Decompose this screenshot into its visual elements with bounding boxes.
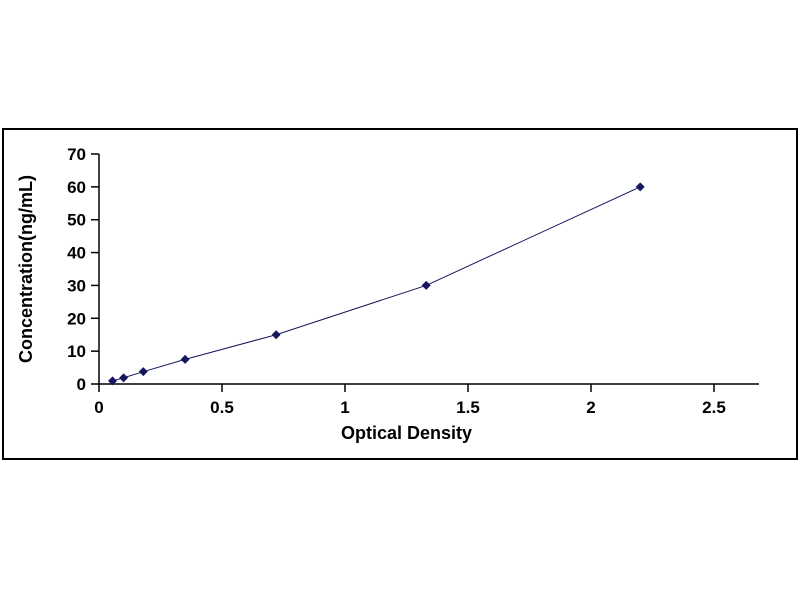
data-point-marker [138, 367, 148, 377]
y-tick-label: 30 [67, 276, 86, 295]
x-tick-label: 1 [340, 398, 349, 417]
data-point-marker [119, 373, 129, 383]
x-axis-title: Optical Density [341, 423, 472, 443]
x-tick-label: 0.5 [210, 398, 234, 417]
y-tick-label: 60 [67, 178, 86, 197]
data-point-marker [635, 182, 645, 192]
chart-frame: 0 10 20 30 40 50 60 70 0 0.5 1 1.5 2 2.5 Concentration… [2, 128, 798, 460]
x-tick-label: 2 [586, 398, 595, 417]
y-tick-label: 70 [67, 145, 86, 164]
x-tick-label: 0 [94, 398, 103, 417]
data-point-marker [421, 280, 431, 290]
y-tick-label: 0 [77, 375, 86, 394]
x-tick-label: 1.5 [456, 398, 480, 417]
x-tick-label: 2.5 [702, 398, 726, 417]
y-tick-label: 20 [67, 309, 86, 328]
data-point-marker [180, 354, 190, 364]
data-series-line [112, 186, 641, 382]
data-point-marker [271, 330, 281, 340]
standard-curve-chart: 0 10 20 30 40 50 60 70 0 0.5 1 1.5 2 2.5 Concentration… [16, 145, 759, 443]
y-axis-title: Concentration(ng/mL) [16, 175, 36, 363]
y-tick-label: 40 [67, 244, 86, 263]
y-tick-label: 50 [67, 211, 86, 230]
data-point-marker [108, 376, 118, 386]
y-tick-label: 10 [67, 342, 86, 361]
